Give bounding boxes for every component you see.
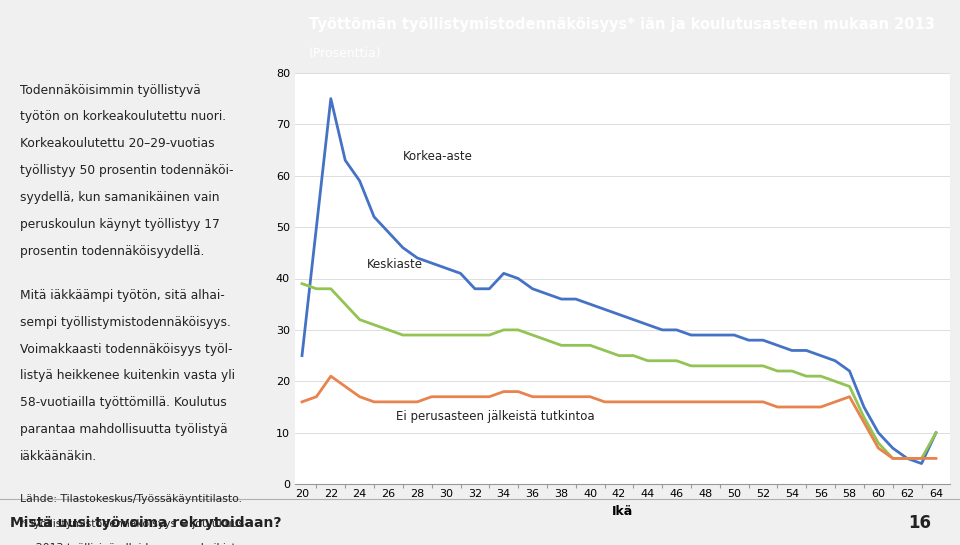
Text: Korkeakoulutettu 20–29-vuotias: Korkeakoulutettu 20–29-vuotias [20, 137, 215, 150]
Text: peruskoulun käynyt työllistyy 17: peruskoulun käynyt työllistyy 17 [20, 218, 220, 231]
Text: Voimakkaasti todennäköisyys työl-: Voimakkaasti todennäköisyys työl- [20, 343, 232, 355]
Text: 16: 16 [908, 513, 931, 531]
Text: parantaa mahdollisuutta työlistyä: parantaa mahdollisuutta työlistyä [20, 423, 228, 436]
Text: * Työllistymistodennäköisyys = joulukuus-: * Työllistymistodennäköisyys = joulukuus… [20, 519, 248, 529]
Text: Korkea-aste: Korkea-aste [403, 150, 472, 164]
Text: syydellä, kun samanikäinen vain: syydellä, kun samanikäinen vain [20, 191, 220, 204]
Text: sa 2013 työllisinä olleiden osuus kaikista: sa 2013 työllisinä olleiden osuus kaikis… [20, 543, 242, 545]
Text: (Prosenttia): (Prosenttia) [309, 46, 382, 59]
Text: Työttömän työllistymistodennäköisyys* iän ja koulutusasteen mukaan 2013: Työttömän työllistymistodennäköisyys* iä… [309, 17, 935, 32]
Text: prosentin todennäköisyydellä.: prosentin todennäköisyydellä. [20, 245, 204, 258]
Text: Todennäköisimmin työllistyvä: Todennäköisimmin työllistyvä [20, 83, 201, 96]
Text: työllistyy 50 prosentin todennäköi-: työllistyy 50 prosentin todennäköi- [20, 164, 233, 177]
Text: iäkkäänäkin.: iäkkäänäkin. [20, 450, 97, 463]
X-axis label: Ikä: Ikä [612, 505, 634, 518]
Text: työtön on korkeakoulutettu nuori.: työtön on korkeakoulutettu nuori. [20, 111, 227, 124]
Text: Mitä iäkkäämpi työtön, sitä alhai-: Mitä iäkkäämpi työtön, sitä alhai- [20, 289, 225, 302]
Text: sempi työllistymistodennäköisyys.: sempi työllistymistodennäköisyys. [20, 316, 231, 329]
Text: Keskiaste: Keskiaste [367, 258, 422, 271]
Text: listyä heikkenee kuitenkin vasta yli: listyä heikkenee kuitenkin vasta yli [20, 370, 235, 383]
Text: Ei perusasteen jälkeistä tutkintoa: Ei perusasteen jälkeistä tutkintoa [396, 410, 594, 423]
Text: Mistä uusi työvoima rekrytoidaan?: Mistä uusi työvoima rekrytoidaan? [10, 516, 281, 530]
Text: 58-vuotiailla työttömillä. Koulutus: 58-vuotiailla työttömillä. Koulutus [20, 396, 227, 409]
Text: Lähde: Tilastokeskus/Työssäkäyntitilasto.: Lähde: Tilastokeskus/Työssäkäyntitilasto… [20, 494, 242, 504]
